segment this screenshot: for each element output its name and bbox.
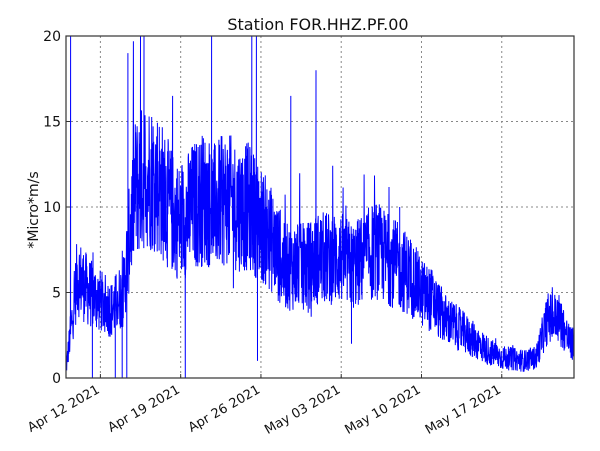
y-tick-label: 20	[43, 29, 61, 45]
y-tick-label: 0	[52, 371, 61, 387]
x-ticks: Apr 12 2021 Apr 19 2021 Apr 26 2021 May 03 …	[25, 374, 504, 438]
y-axis-label: *Micro*m/s	[26, 171, 42, 248]
y-ticks: 0 5 10 15 20	[43, 29, 70, 387]
y-tick-label: 10	[43, 200, 61, 216]
x-tick-label: Apr 12 2021	[25, 382, 102, 435]
series-lines	[65, 35, 575, 379]
x-tick-label: May 10 2021	[343, 382, 424, 437]
x-tick-label: Apr 26 2021	[186, 382, 263, 435]
x-tick-label: Apr 19 2021	[106, 382, 183, 435]
series-line-hhz	[65, 35, 575, 379]
x-tick-label: May 17 2021	[423, 382, 504, 437]
y-tick-label: 15	[43, 115, 61, 131]
y-tick-label: 5	[52, 286, 61, 302]
x-tick-label: May 03 2021	[262, 382, 343, 437]
chart-title: Station FOR.HHZ.PF.00	[227, 15, 408, 34]
